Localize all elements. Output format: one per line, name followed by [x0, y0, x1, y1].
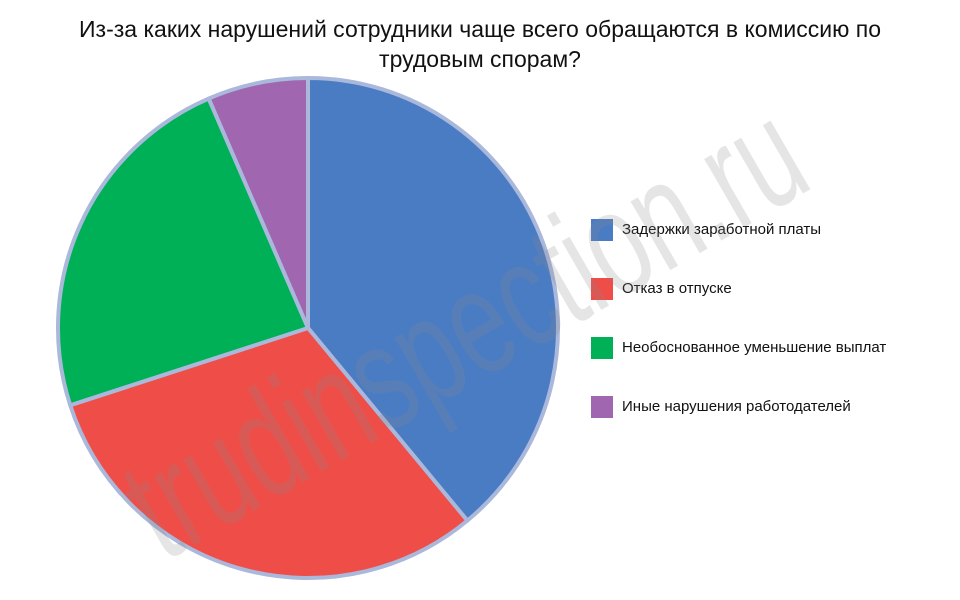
pie-slice	[306, 76, 560, 523]
legend-label: Отказ в отпуске	[622, 280, 732, 297]
legend-swatch	[591, 219, 613, 241]
legend-swatch	[591, 396, 613, 418]
legend-label: Необоснованное уменьшение выплат	[622, 339, 886, 356]
legend-label: Задержки заработной платы	[622, 221, 821, 238]
pie-slice	[206, 76, 310, 330]
legend-swatch	[591, 337, 613, 359]
legend-label: Иные нарушения работодателей	[622, 398, 851, 415]
chart-title: Из-за каких нарушений сотрудники чаще вс…	[79, 16, 881, 72]
legend-swatch	[591, 278, 613, 300]
pie-slice	[68, 326, 470, 580]
pie-slice	[56, 96, 310, 408]
